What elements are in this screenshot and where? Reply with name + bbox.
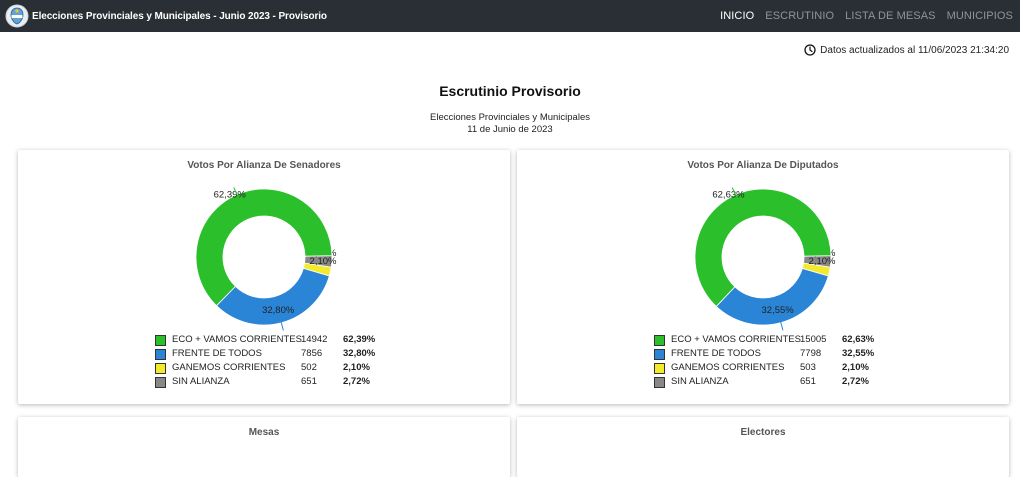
slice-eco-vamos-corrientes[interactable] — [195, 188, 333, 307]
page-title: Escrutinio Provisorio — [439, 83, 581, 99]
coat-of-arms-logo — [5, 4, 29, 28]
last-updated-text: Datos actualizados al 11/06/2023 21:34:2… — [820, 44, 1009, 56]
top-navbar: Elecciones Provinciales y Municipales - … — [0, 0, 1020, 32]
legend-percent: 32,80% — [343, 348, 376, 359]
legend-percent: 62,63% — [842, 334, 875, 345]
legend-label: SIN ALIANZA — [172, 376, 230, 387]
nav-inicio[interactable]: INICIO — [720, 10, 755, 22]
last-updated: Datos actualizados al 11/06/2023 21:34:2… — [804, 44, 1009, 56]
legend-percent: 2,72% — [842, 376, 869, 387]
legend-row-eco-vamos-corrientes[interactable]: ECO + VAMOS CORRIENTES 15005 62,63% — [654, 334, 914, 348]
slice-label-ganemos-corrientes: 2,10% — [310, 256, 337, 267]
legend-swatch — [155, 349, 166, 360]
legend-votes: 7856 — [301, 348, 323, 359]
legend-row-ganemos-corrientes[interactable]: GANEMOS CORRIENTES 503 2,10% — [654, 362, 914, 376]
legend-label: ECO + VAMOS CORRIENTES — [172, 334, 302, 345]
leader-line-frente-de-todos — [279, 318, 284, 331]
senadores-legend: ECO + VAMOS CORRIENTES 14942 62,39% FRENTE … — [155, 334, 415, 390]
app-title: Elecciones Provinciales y Municipales - … — [32, 10, 327, 22]
legend-votes: 15005 — [800, 334, 827, 345]
main-nav: INICIO ESCRUTINIO LISTA DE MESAS MUNICIP… — [709, 0, 1013, 32]
senadores-donut-chart: 2,72%2,10%32,80%62,39% — [195, 187, 337, 331]
diputados-donut-chart: 2,72%2,10%32,55%62,63% — [694, 187, 836, 331]
legend-label: GANEMOS CORRIENTES — [671, 362, 785, 373]
clock-icon — [804, 44, 816, 56]
legend-row-eco-vamos-corrientes[interactable]: ECO + VAMOS CORRIENTES 14942 62,39% — [155, 334, 415, 348]
legend-percent: 2,72% — [343, 376, 370, 387]
legend-percent: 2,10% — [343, 362, 370, 373]
subtitle-line-2: 11 de Junio de 2023 — [467, 124, 553, 135]
slice-label-frente-de-todos: 32,80% — [262, 305, 295, 316]
nav-municipios[interactable]: MUNICIPIOS — [946, 10, 1013, 22]
legend-label: GANEMOS CORRIENTES — [172, 362, 286, 373]
slice-frente-de-todos[interactable] — [215, 267, 330, 326]
slice-label-ganemos-corrientes: 2,10% — [809, 256, 836, 267]
mesas-card-title: Mesas — [248, 427, 280, 438]
legend-votes: 651 — [800, 376, 816, 387]
page-subtitle: Elecciones Provinciales y Municipales 11… — [0, 112, 1020, 136]
legend-votes: 651 — [301, 376, 317, 387]
brand[interactable]: Elecciones Provinciales y Municipales - … — [5, 4, 327, 28]
diputados-chart-title: Votos Por Alianza De Diputados — [687, 160, 839, 171]
legend-votes: 503 — [800, 362, 816, 373]
electores-card-title: Electores — [740, 427, 786, 438]
diputados-chart-card: Votos Por Alianza De Diputados 2,72% 2,10… — [517, 150, 1009, 404]
leader-line-frente-de-todos — [779, 318, 784, 331]
legend-row-ganemos-corrientes[interactable]: GANEMOS CORRIENTES 502 2,10% — [155, 362, 415, 376]
nav-lista-de-mesas[interactable]: LISTA DE MESAS — [845, 10, 936, 22]
legend-votes: 14942 — [301, 334, 328, 345]
legend-label: ECO + VAMOS CORRIENTES — [671, 334, 801, 345]
legend-swatch — [654, 335, 665, 346]
legend-percent: 2,10% — [842, 362, 869, 373]
legend-percent: 32,55% — [842, 348, 875, 359]
electores-card: Electores — [517, 417, 1009, 477]
leader-line-eco-vamos-corrientes — [233, 187, 240, 199]
legend-votes: 502 — [301, 362, 317, 373]
leader-line-eco-vamos-corrientes — [731, 187, 738, 199]
slice-label-eco-vamos-corrientes: 62,63% — [712, 190, 745, 201]
slice-label-frente-de-todos: 32,55% — [762, 305, 795, 316]
legend-votes: 7798 — [800, 348, 822, 359]
legend-swatch — [654, 377, 665, 388]
legend-row-frente-de-todos[interactable]: FRENTE DE TODOS 7798 32,55% — [654, 348, 914, 362]
senadores-chart-title: Votos Por Alianza De Senadores — [187, 160, 341, 171]
legend-swatch — [654, 349, 665, 360]
legend-row-sin-alianza[interactable]: SIN ALIANZA 651 2,72% — [654, 376, 914, 390]
subtitle-line-1: Elecciones Provinciales y Municipales — [430, 112, 590, 123]
legend-swatch — [155, 335, 166, 346]
mesas-card: Mesas — [18, 417, 510, 477]
nav-escrutinio[interactable]: ESCRUTINIO — [765, 10, 835, 22]
slice-frente-de-todos[interactable] — [715, 267, 829, 326]
slice-label-eco-vamos-corrientes: 62,39% — [214, 190, 247, 201]
diputados-legend: ECO + VAMOS CORRIENTES 15005 62,63% FRENTE … — [654, 334, 914, 390]
legend-label: FRENTE DE TODOS — [671, 348, 761, 359]
legend-swatch — [155, 363, 166, 374]
slice-eco-vamos-corrientes[interactable] — [694, 188, 832, 307]
legend-swatch — [654, 363, 665, 374]
legend-row-frente-de-todos[interactable]: FRENTE DE TODOS 7856 32,80% — [155, 348, 415, 362]
legend-row-sin-alianza[interactable]: SIN ALIANZA 651 2,72% — [155, 376, 415, 390]
legend-label: FRENTE DE TODOS — [172, 348, 262, 359]
legend-label: SIN ALIANZA — [671, 376, 729, 387]
legend-swatch — [155, 377, 166, 388]
senadores-chart-card: Votos Por Alianza De Senadores 2,72% 2,10… — [18, 150, 510, 404]
legend-percent: 62,39% — [343, 334, 376, 345]
